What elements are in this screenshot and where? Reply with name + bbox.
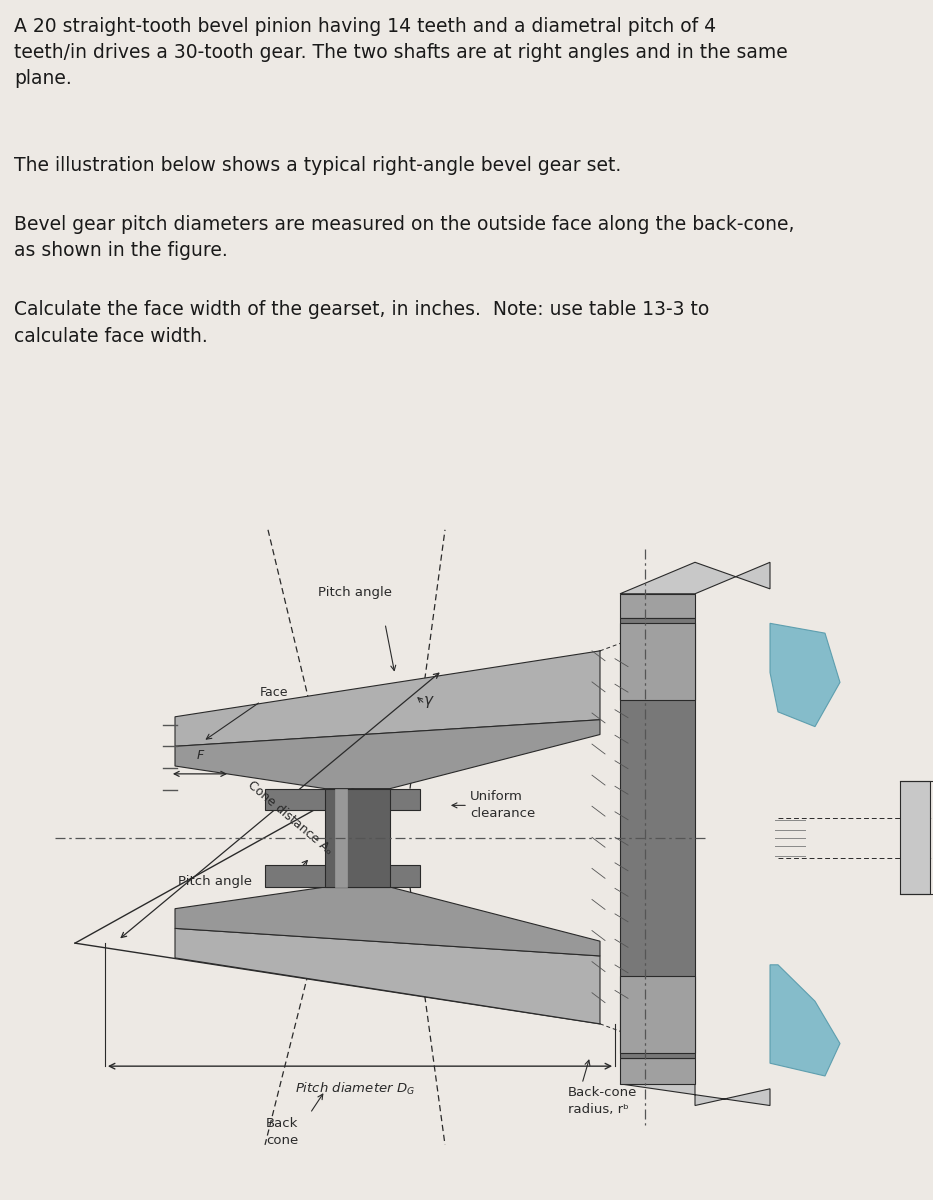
Text: The illustration below shows a typical right-angle bevel gear set.: The illustration below shows a typical r… — [14, 156, 621, 175]
Text: Bevel gear pitch diameters are measured on the outside face along the back-cone,: Bevel gear pitch diameters are measured … — [14, 215, 795, 260]
Polygon shape — [770, 623, 840, 727]
Polygon shape — [175, 650, 600, 746]
Text: A 20 straight-tooth bevel pinion having 14 teeth and a diametral pitch of 4
teet: A 20 straight-tooth bevel pinion having … — [14, 17, 787, 89]
Text: Pitch angle: Pitch angle — [178, 875, 252, 888]
Text: Uniform
clearance: Uniform clearance — [470, 791, 536, 821]
Text: Back
cone: Back cone — [266, 1117, 299, 1147]
Text: Back-cone
radius, rᵇ: Back-cone radius, rᵇ — [568, 1086, 637, 1116]
Polygon shape — [620, 976, 695, 1054]
Bar — [900, 781, 930, 894]
Text: Pitch diameter $D_G$: Pitch diameter $D_G$ — [295, 1081, 415, 1097]
Text: Calculate the face width of the gearset, in inches.  Note: use table 13-3 to
cal: Calculate the face width of the gearset,… — [14, 300, 709, 346]
Polygon shape — [175, 887, 600, 956]
Polygon shape — [620, 1084, 770, 1105]
Text: Pitch angle: Pitch angle — [318, 586, 392, 599]
Text: Cone distance Aₒ: Cone distance Aₒ — [245, 779, 335, 858]
Polygon shape — [175, 929, 600, 1024]
Polygon shape — [620, 618, 695, 1058]
Polygon shape — [620, 563, 770, 594]
Polygon shape — [335, 788, 347, 887]
Polygon shape — [770, 965, 840, 1076]
Text: γ: γ — [424, 692, 433, 708]
Polygon shape — [620, 1058, 695, 1084]
Polygon shape — [620, 623, 695, 700]
Polygon shape — [265, 788, 420, 810]
Polygon shape — [175, 720, 600, 788]
Text: F: F — [196, 749, 203, 762]
Text: Face: Face — [206, 685, 288, 739]
Polygon shape — [325, 788, 390, 887]
Polygon shape — [265, 865, 420, 887]
Polygon shape — [620, 594, 695, 618]
